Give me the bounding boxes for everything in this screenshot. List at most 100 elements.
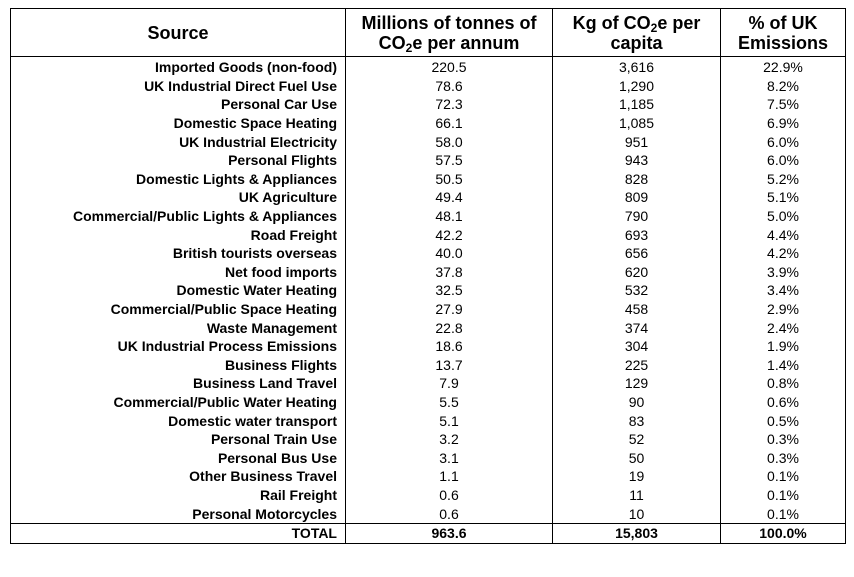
header-mt-line1: Millions of tonnes of <box>361 12 537 33</box>
kg-cell: 90 <box>552 392 721 412</box>
source-cell: Personal Train Use <box>10 429 346 449</box>
kg-cell: 304 <box>552 336 721 356</box>
kg-cell: 129 <box>552 374 721 393</box>
table-row: Personal Motorcycles 0.6 10 0.1% <box>10 504 846 524</box>
kg-cell: 1,085 <box>552 113 721 133</box>
header-kg-line2: capita <box>610 32 663 53</box>
kg-cell: 458 <box>552 299 721 319</box>
source-cell: Rail Freight <box>10 485 346 505</box>
kg-cell: 1,290 <box>552 76 721 96</box>
header-mt-line2-sub: 2 <box>405 40 413 55</box>
kg-cell: 83 <box>552 411 721 430</box>
kg-cell: 620 <box>552 262 721 282</box>
table-row: UK Agriculture 49.4 809 5.1% <box>10 188 846 207</box>
kg-cell: 790 <box>552 206 721 226</box>
kg-cell: 374 <box>552 318 721 337</box>
source-cell: Personal Bus Use <box>10 448 346 468</box>
pct-cell: 3.9% <box>720 262 846 282</box>
mt-cell: 18.6 <box>345 336 553 356</box>
mt-cell: 13.7 <box>345 355 553 375</box>
table-row: Other Business Travel 1.1 19 0.1% <box>10 467 846 486</box>
pct-cell: 6.0% <box>720 150 846 170</box>
pct-cell: 0.8% <box>720 374 846 393</box>
mt-cell: 3.1 <box>345 448 553 468</box>
table-row: Rail Freight 0.6 11 0.1% <box>10 485 846 505</box>
pct-cell: 4.4% <box>720 225 846 244</box>
pct-cell: 0.3% <box>720 448 846 468</box>
total-mt: 963.6 <box>345 522 553 544</box>
table-row: Personal Bus Use 3.1 50 0.3% <box>10 448 846 468</box>
source-cell: Business Land Travel <box>10 374 346 393</box>
source-cell: UK Industrial Process Emissions <box>10 336 346 356</box>
pct-cell: 0.6% <box>720 392 846 412</box>
source-cell: UK Industrial Electricity <box>10 132 346 151</box>
kg-cell: 10 <box>552 504 721 524</box>
mt-cell: 0.6 <box>345 504 553 524</box>
pct-cell: 5.1% <box>720 188 846 207</box>
table-row: Domestic Space Heating 66.1 1,085 6.9% <box>10 113 846 133</box>
header-mt-line2-pre: CO <box>378 32 406 53</box>
pct-cell: 0.3% <box>720 429 846 449</box>
pct-cell: 4.2% <box>720 243 846 263</box>
mt-cell: 72.3 <box>345 95 553 114</box>
table-row: Business Flights 13.7 225 1.4% <box>10 355 846 375</box>
source-cell: Personal Flights <box>10 150 346 170</box>
total-label: TOTAL <box>10 522 346 544</box>
table-row: Business Land Travel 7.9 129 0.8% <box>10 374 846 393</box>
header-pct-line2: Emissions <box>737 32 829 53</box>
mt-cell: 0.6 <box>345 485 553 505</box>
table-row: Imported Goods (non-food) 220.5 3,616 22.9% <box>10 56 846 77</box>
table-row: Waste Management 22.8 374 2.4% <box>10 318 846 337</box>
kg-cell: 19 <box>552 467 721 486</box>
mt-cell: 40.0 <box>345 243 553 263</box>
table-row: Road Freight 42.2 693 4.4% <box>10 225 846 244</box>
pct-cell: 7.5% <box>720 95 846 114</box>
source-cell: Other Business Travel <box>10 467 346 486</box>
kg-cell: 3,616 <box>552 56 721 77</box>
mt-cell: 220.5 <box>345 56 553 77</box>
mt-cell: 49.4 <box>345 188 553 207</box>
mt-cell: 37.8 <box>345 262 553 282</box>
pct-cell: 2.9% <box>720 299 846 319</box>
table-row: Personal Car Use 72.3 1,185 7.5% <box>10 95 846 114</box>
total-kg: 15,803 <box>552 522 721 544</box>
mt-cell: 58.0 <box>345 132 553 151</box>
kg-cell: 532 <box>552 281 721 300</box>
mt-cell: 66.1 <box>345 113 553 133</box>
table-row: UK Industrial Process Emissions 18.6 304 1.… <box>10 336 846 356</box>
mt-cell: 42.2 <box>345 225 553 244</box>
table-row: Personal Train Use 3.2 52 0.3% <box>10 429 846 449</box>
source-cell: Commercial/Public Lights & Appliances <box>10 206 346 226</box>
header-kg-line1-post: e per <box>657 12 701 33</box>
header-million-tonnes: Millions of tonnes of CO2e per annum <box>345 8 553 57</box>
kg-cell: 809 <box>552 188 721 207</box>
header-percent-uk: % of UK Emissions <box>720 8 846 57</box>
source-cell: UK Industrial Direct Fuel Use <box>10 76 346 96</box>
kg-cell: 656 <box>552 243 721 263</box>
source-cell: Waste Management <box>10 318 346 337</box>
table-row: UK Industrial Electricity 58.0 951 6.0% <box>10 132 846 151</box>
table-body: Imported Goods (non-food) 220.5 3,616 22.9%… <box>10 56 846 544</box>
pct-cell: 22.9% <box>720 56 846 77</box>
pct-cell: 6.9% <box>720 113 846 133</box>
source-cell: Net food imports <box>10 262 346 282</box>
kg-cell: 693 <box>552 225 721 244</box>
pct-cell: 8.2% <box>720 76 846 96</box>
kg-cell: 1,185 <box>552 95 721 114</box>
table-row: Commercial/Public Water Heating 5.5 90 0.6% <box>10 392 846 412</box>
mt-cell: 27.9 <box>345 299 553 319</box>
header-source: Source <box>10 8 346 57</box>
table-row: Commercial/Public Space Heating 27.9 458 2.… <box>10 299 846 319</box>
source-cell: Business Flights <box>10 355 346 375</box>
total-row: TOTAL 963.6 15,803 100.0% <box>10 522 846 544</box>
table-row: Commercial/Public Lights & Appliances 48.… <box>10 206 846 226</box>
source-cell: Personal Car Use <box>10 95 346 114</box>
kg-cell: 50 <box>552 448 721 468</box>
header-kg-per-capita: Kg of CO2e per capita <box>552 8 721 57</box>
source-cell: Commercial/Public Water Heating <box>10 392 346 412</box>
table-row: Domestic Water Heating 32.5 532 3.4% <box>10 281 846 300</box>
table-row: Net food imports 37.8 620 3.9% <box>10 262 846 282</box>
kg-cell: 11 <box>552 485 721 505</box>
pct-cell: 3.4% <box>720 281 846 300</box>
mt-cell: 5.5 <box>345 392 553 412</box>
